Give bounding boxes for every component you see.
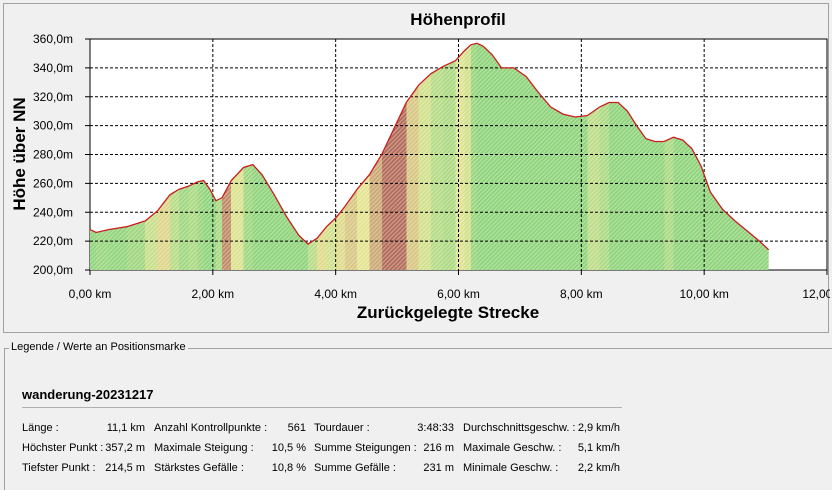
x-axis-label: Zurückgelegte Strecke (357, 303, 539, 322)
stat-value: 216 m (423, 442, 454, 454)
x-tick-label: 2,00 km (191, 287, 234, 301)
stat-value: 2,2 km/h (577, 462, 620, 474)
y-tick-label: 200,0m (33, 263, 73, 277)
stat-value: 3:48:33 (417, 422, 454, 434)
stat-label: Tiefster Punkt : (22, 462, 96, 474)
stat-value: 11,1 km (106, 422, 145, 434)
stat-value: 2,9 km/h (577, 422, 620, 434)
y-tick-label: 240,0m (33, 205, 73, 219)
x-tick-label: 8,00 km (560, 287, 603, 301)
elevation-chart: 0,00 km 2,00 km 4,00 km 6,00 km 8,00 km 10,00… (10, 10, 830, 322)
stat-label: Länge : (22, 422, 59, 434)
stat-label: Stärkstes Gefälle : (154, 462, 244, 474)
elevation-line (89, 42, 770, 251)
x-tick-label: 6,00 km (437, 287, 480, 301)
x-tick-label: 0,00 km (69, 287, 112, 301)
y-tick-label: 300,0m (33, 119, 73, 133)
y-tick-label: 360,0m (33, 32, 73, 46)
x-tick-label: 4,00 km (314, 287, 357, 301)
stat-label: Anzahl Kontrollpunkte : (154, 422, 268, 434)
elevation-chart-panel: 0,00 km 2,00 km 4,00 km 6,00 km 8,00 km 10,00… (3, 3, 830, 333)
stat-label: Maximale Steigung : (154, 442, 254, 454)
legend-separator (22, 407, 622, 408)
y-tick-label: 340,0m (33, 61, 73, 75)
x-tick-label: 12,00 km (802, 287, 830, 301)
elevation-area-hatch (90, 43, 769, 270)
y-tick-label: 220,0m (33, 234, 73, 248)
stat-value: 10,8 % (271, 462, 306, 474)
stat-label: Tourdauer : (314, 422, 370, 434)
stat-label: Höchster Punkt : (22, 442, 104, 454)
x-tick-label: 10,00 km (679, 287, 728, 301)
y-axis-label: Höhe über NN (10, 97, 29, 210)
stat-value: 5,1 km/h (577, 442, 620, 454)
track-name: wanderung-20231217 (22, 387, 154, 402)
stat-label: Minimale Geschw. : (463, 462, 559, 474)
stat-value: 357,2 m (105, 442, 145, 454)
stat-value: 10,5 % (271, 442, 306, 454)
stat-value: 561 (287, 422, 306, 434)
y-tick-label: 260,0m (33, 176, 73, 190)
stat-label: Durchschnittsgeschw. : (463, 422, 576, 434)
legend-caption: Legende / Werte an Positionsmarke (9, 341, 188, 353)
y-tick-label: 280,0m (33, 148, 73, 162)
chart-title: Höhenprofil (410, 10, 505, 29)
stat-label: Summe Steigungen : (314, 442, 417, 454)
stat-value: 214,5 m (105, 462, 145, 474)
y-tick-label: 320,0m (33, 90, 73, 104)
stat-label: Summe Gefälle : (314, 462, 396, 474)
stat-label: Maximale Geschw. : (463, 442, 562, 454)
legend-group: Legende / Werte an Positionsmarke wander… (4, 341, 832, 490)
stat-value: 231 m (423, 462, 454, 474)
